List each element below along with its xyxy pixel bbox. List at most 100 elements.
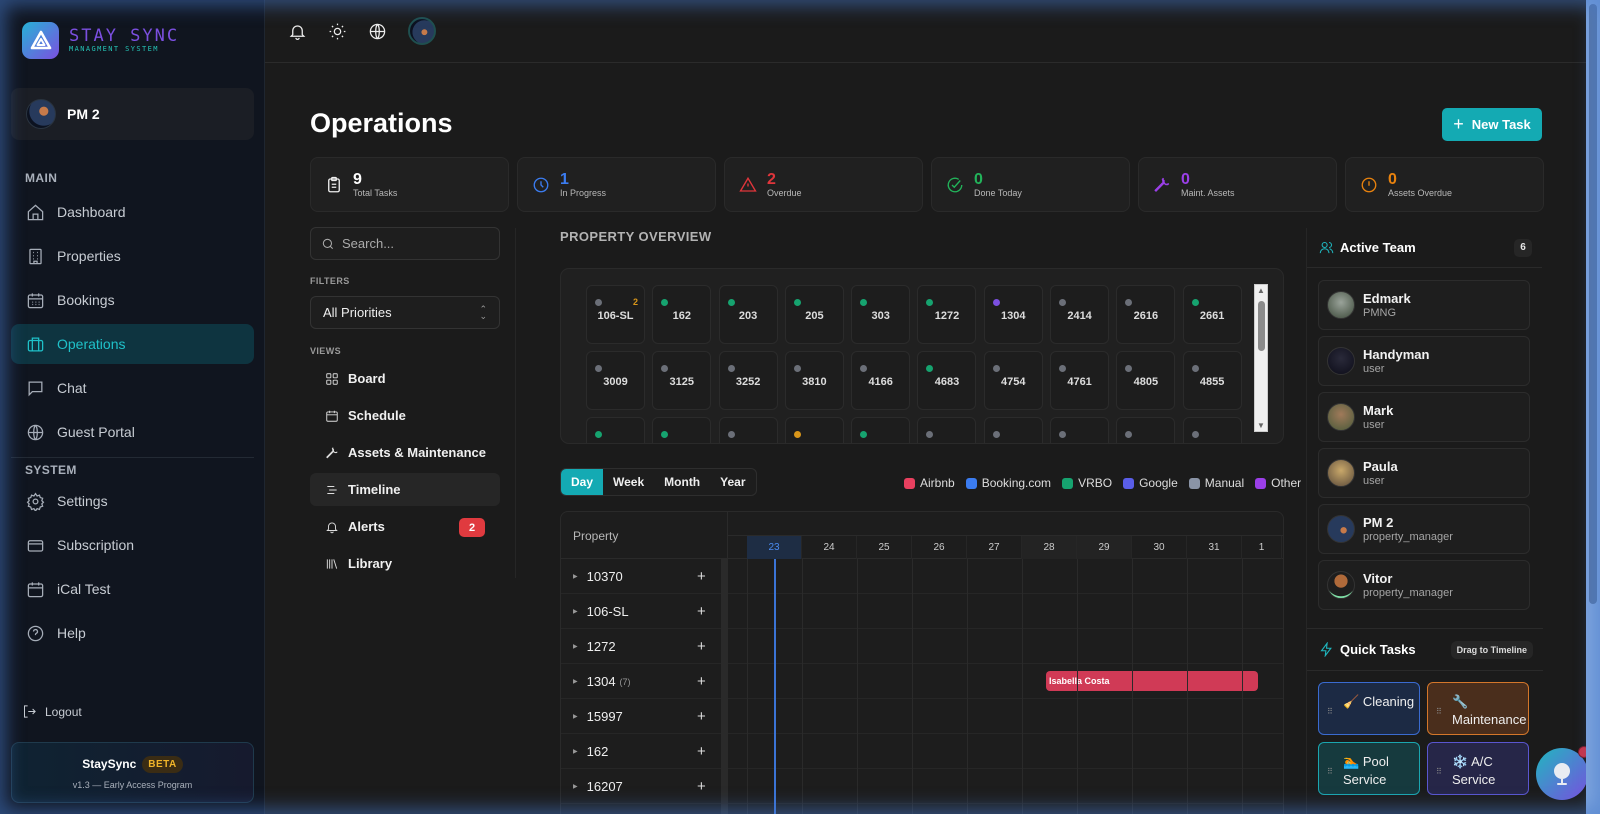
range-week[interactable]: Week xyxy=(613,475,645,489)
date-cell[interactable]: 24 xyxy=(802,536,857,559)
view-schedule[interactable]: Schedule xyxy=(310,399,500,432)
property-tile[interactable]: 3810 xyxy=(784,351,844,410)
property-row-label[interactable]: ▶ 16207 xyxy=(561,769,721,804)
property-tile[interactable]: 1272 xyxy=(917,285,977,344)
property-tile[interactable] xyxy=(1182,417,1242,443)
assistant-fab[interactable] xyxy=(1536,746,1590,800)
date-cell[interactable]: 25 xyxy=(857,536,912,559)
property-tile[interactable]: 1304 xyxy=(983,285,1043,344)
property-tile[interactable]: 4855 xyxy=(1182,351,1242,410)
property-tile[interactable]: 4761 xyxy=(1050,351,1110,410)
property-row-label[interactable]: ▶ 15997 xyxy=(561,699,721,734)
property-tile[interactable]: 3252 xyxy=(718,351,778,410)
add-task-icon[interactable]: + xyxy=(697,778,706,795)
property-tile[interactable]: 4754 xyxy=(983,351,1043,410)
stat-assets-overdue[interactable]: 0 Assets Overdue xyxy=(1345,157,1544,212)
stat-total-tasks[interactable]: 9 Total Tasks xyxy=(310,157,509,212)
property-tile[interactable] xyxy=(851,417,911,443)
property-tile[interactable] xyxy=(784,417,844,443)
property-tile[interactable]: 2414 xyxy=(1050,285,1110,344)
stat-overdue[interactable]: 2 Overdue xyxy=(724,157,923,212)
sidebar-item-operations[interactable]: Operations xyxy=(11,324,254,364)
user-card[interactable]: PM 2 xyxy=(11,88,254,140)
view-alerts[interactable]: Alerts 2 xyxy=(310,510,500,543)
range-month[interactable]: Month xyxy=(664,475,701,489)
scroll-up-icon[interactable]: ▲ xyxy=(1257,286,1265,295)
property-row-label[interactable]: ▶ 10370 xyxy=(561,559,721,594)
user-avatar[interactable] xyxy=(408,17,436,45)
add-task-icon[interactable]: + xyxy=(697,708,706,725)
sidebar-item-bookings[interactable]: Bookings xyxy=(11,280,254,320)
property-overview-scrollbar[interactable]: ▲ ▼ xyxy=(1254,284,1268,432)
property-row-label[interactable]: ▶ 1304 (7) xyxy=(561,664,721,699)
priority-select[interactable]: All Priorities ⌃ ⌄ xyxy=(310,296,500,329)
property-tile[interactable] xyxy=(652,417,712,443)
bell-icon[interactable] xyxy=(288,22,307,41)
view-timeline[interactable]: Timeline xyxy=(310,473,500,506)
property-tile[interactable]: 2 106-SL xyxy=(586,285,645,344)
sidebar-item-dashboard[interactable]: Dashboard xyxy=(11,192,254,232)
scroll-down-icon[interactable]: ▼ xyxy=(1257,421,1265,430)
property-tile[interactable]: 2661 xyxy=(1182,285,1242,344)
team-member[interactable]: Vitor property_manager xyxy=(1318,560,1530,610)
scroll-thumb[interactable] xyxy=(1258,301,1265,351)
property-tile[interactable]: 2616 xyxy=(1116,285,1176,344)
sidebar-item-subscription[interactable]: Subscription xyxy=(11,525,254,565)
expand-icon[interactable]: ▶ xyxy=(573,714,578,720)
view-library[interactable]: Library xyxy=(310,547,500,580)
range-year[interactable]: Year xyxy=(720,475,746,489)
property-tile[interactable]: 3009 xyxy=(586,351,645,410)
brand-logo[interactable]: STAY SYNC MANAGMENT SYSTEM xyxy=(22,22,179,59)
date-cell[interactable]: 29 xyxy=(1077,536,1132,559)
sidebar-item-properties[interactable]: Properties xyxy=(11,236,254,276)
property-tile[interactable] xyxy=(917,417,977,443)
date-cell[interactable]: 31 xyxy=(1187,536,1242,559)
team-member[interactable]: Handyman user xyxy=(1318,336,1530,386)
property-row-label[interactable]: ▶ 106-SL xyxy=(561,594,721,629)
view-board[interactable]: Board xyxy=(310,362,500,395)
page-scrollbar[interactable] xyxy=(1586,0,1600,814)
stat-in-progress[interactable]: 1 In Progress xyxy=(517,157,716,212)
column-resizer[interactable] xyxy=(721,559,728,814)
drag-handle-icon[interactable]: ⠿ xyxy=(1436,707,1442,716)
sidebar-item-ical-test[interactable]: iCal Test xyxy=(11,569,254,609)
add-task-icon[interactable]: + xyxy=(697,638,706,655)
globe-icon[interactable] xyxy=(368,22,387,41)
quick-task-maintenance[interactable]: ⠿ 🔧 Maintenance xyxy=(1427,682,1529,735)
expand-icon[interactable]: ▶ xyxy=(573,679,578,685)
view-assets-maintenance[interactable]: Assets & Maintenance xyxy=(310,436,500,469)
quick-task-a-c-service[interactable]: ⠿ ❄️ A/C Service xyxy=(1427,742,1529,795)
search-input[interactable] xyxy=(342,236,492,251)
logout-button[interactable]: Logout xyxy=(22,704,82,719)
team-member[interactable]: Paula user xyxy=(1318,448,1530,498)
property-tile[interactable]: 3125 xyxy=(652,351,712,410)
expand-icon[interactable]: ▶ xyxy=(573,749,578,755)
expand-icon[interactable]: ▶ xyxy=(573,609,578,615)
team-member[interactable]: PM 2 property_manager xyxy=(1318,504,1530,554)
property-tile[interactable]: 303 xyxy=(851,285,911,344)
property-tile[interactable]: 4683 xyxy=(917,351,977,410)
add-task-icon[interactable]: + xyxy=(697,568,706,585)
property-row-label[interactable]: ▶ 1272 xyxy=(561,629,721,664)
team-member[interactable]: Edmark PMNG xyxy=(1318,280,1530,330)
add-task-icon[interactable]: + xyxy=(697,673,706,690)
property-tile[interactable]: 162 xyxy=(652,285,712,344)
property-tile[interactable]: 4805 xyxy=(1116,351,1176,410)
drag-handle-icon[interactable]: ⠿ xyxy=(1436,767,1442,776)
quick-task-cleaning[interactable]: ⠿ 🧹 Cleaning xyxy=(1318,682,1420,735)
sidebar-item-help[interactable]: Help xyxy=(11,613,254,653)
add-task-icon[interactable]: + xyxy=(697,743,706,760)
page-scroll-thumb[interactable] xyxy=(1589,4,1597,604)
date-cell[interactable]: 27 xyxy=(967,536,1022,559)
expand-icon[interactable]: ▶ xyxy=(573,644,578,650)
property-tile[interactable]: 4166 xyxy=(851,351,911,410)
range-day[interactable]: Day xyxy=(561,469,604,495)
team-member[interactable]: Mark user xyxy=(1318,392,1530,442)
add-task-icon[interactable]: + xyxy=(697,603,706,620)
property-row-label[interactable]: ▶ 162 xyxy=(561,734,721,769)
expand-icon[interactable]: ▶ xyxy=(573,784,578,790)
date-cell[interactable]: 28 xyxy=(1022,536,1077,559)
stat-maint-assets[interactable]: 0 Maint. Assets xyxy=(1138,157,1337,212)
stat-done-today[interactable]: 0 Done Today xyxy=(931,157,1130,212)
booking-bar[interactable]: Isabella Costa xyxy=(1046,671,1258,691)
